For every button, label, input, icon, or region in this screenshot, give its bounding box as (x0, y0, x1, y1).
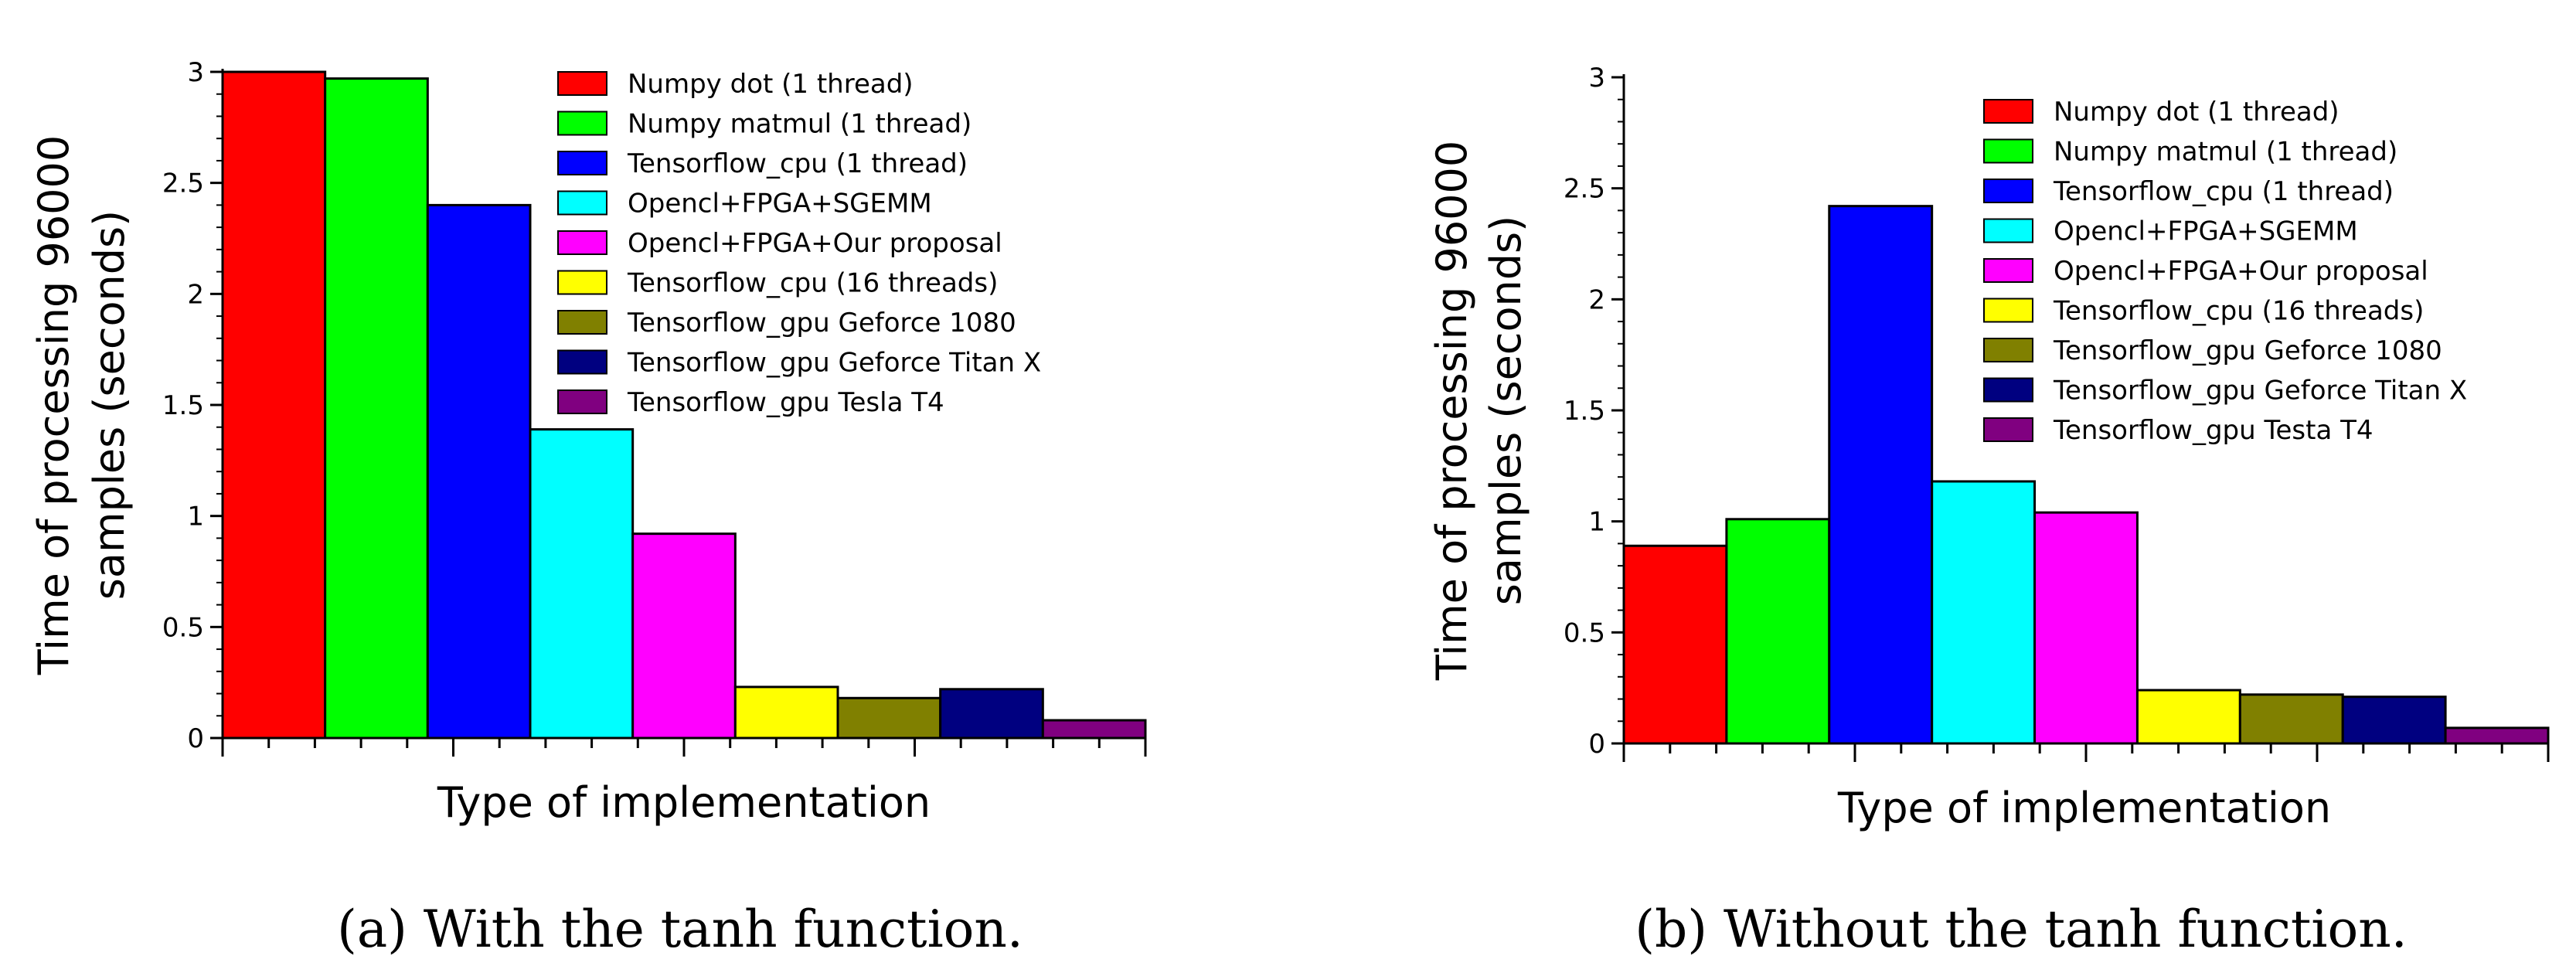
bar (1725, 518, 1831, 745)
bar (2444, 726, 2550, 745)
bar (324, 77, 429, 740)
y-tick-label: 0.5 (1564, 617, 1605, 648)
caption-letter: (a) (337, 900, 407, 959)
y-tick-label: 2.5 (162, 168, 204, 199)
legend-label: Tensorflow_gpu Geforce 1080 (2053, 335, 2442, 366)
chart-a: 0 0.5 1 1.5 2 2.5 3 Type of implementation Time … (29, 57, 1147, 959)
legend-swatch (1983, 338, 2033, 362)
legend-swatch (557, 389, 607, 414)
legend-label: Numpy dot (1 thread) (2054, 97, 2339, 128)
legend-swatch (557, 151, 607, 175)
legend-swatch (557, 349, 607, 375)
legend-label: Opencl+FPGA+SGEMM (2054, 216, 2358, 247)
bar (1931, 480, 2037, 745)
y-axis-label-line1: Time of processing 96000 (1428, 141, 1476, 682)
chart-b: 0 0.5 1 1.5 2 2.5 3 Type of implementation Time … (1428, 63, 2550, 959)
legend-swatch (1983, 218, 2033, 243)
legend-swatch (1983, 298, 2033, 323)
legend-label: Numpy matmul (1 thread) (628, 109, 972, 140)
legend-label: Numpy matmul (1 thread) (2054, 137, 2397, 168)
bar (529, 428, 635, 740)
legend-swatch (557, 270, 607, 295)
bar (2135, 689, 2241, 745)
legend-label: Opencl+FPGA+Our proposal (2054, 256, 2428, 287)
x-axis-label: Type of implementation (1837, 784, 2331, 832)
y-tick-label: 1 (1588, 507, 1605, 538)
y-tick-label: 2.5 (1564, 174, 1605, 205)
y-tick-label: 0 (187, 723, 204, 754)
bar (836, 696, 942, 740)
y-tick-label: 3 (187, 57, 204, 88)
legend-label: Tensorflow_gpu Testa T4 (2053, 415, 2374, 446)
bar (1622, 544, 1728, 745)
y-axis-label-line1: Time of processing 96000 (29, 135, 78, 676)
bar (2341, 696, 2447, 745)
y-axis-label-line2: samples (seconds) (85, 210, 134, 600)
bar (1041, 719, 1147, 740)
bar (221, 70, 327, 740)
legend-label: Opencl+FPGA+Our proposal (628, 228, 1002, 259)
legend-swatch (1983, 377, 2033, 403)
y-tick-label: 2 (1588, 284, 1605, 315)
legend-label: Numpy dot (1 thread) (628, 69, 914, 100)
y-tick-label: 2 (187, 279, 204, 310)
y-tick-label: 0.5 (162, 612, 204, 643)
bar (733, 685, 839, 740)
legend-label: Tensorflow_cpu (1 thread) (627, 148, 968, 179)
legend-label: Tensorflow_cpu (16 threads) (627, 268, 998, 299)
legend-swatch (557, 230, 607, 255)
legend-label: Tensorflow_gpu Geforce 1080 (627, 308, 1016, 338)
legend-label: Tensorflow_gpu Geforce Titan X (2053, 376, 2467, 406)
caption-text: With the tanh function. (407, 900, 1023, 959)
legend-swatch (1983, 179, 2033, 203)
y-axis-label-line2: samples (seconds) (1482, 216, 1530, 605)
legend-label: Tensorflow_cpu (16 threads) (2053, 296, 2424, 327)
legend-label: Opencl+FPGA+SGEMM (628, 189, 932, 219)
legend-swatch (557, 190, 607, 216)
y-tick-label: 1.5 (1564, 396, 1605, 427)
y-tick-label: 1 (187, 502, 204, 532)
bar (2238, 693, 2344, 745)
bar (939, 688, 1044, 740)
caption: (b) Without the tanh function. (1635, 900, 2407, 959)
legend-swatch (1983, 258, 2033, 283)
y-tick-label: 0 (1588, 729, 1605, 760)
legend-swatch (557, 71, 607, 96)
legend-swatch (557, 111, 607, 136)
bar (1828, 205, 1934, 745)
x-axis-label: Type of implementation (437, 778, 931, 827)
caption: (a) With the tanh function. (337, 900, 1023, 959)
y-tick-label: 3 (1588, 63, 1605, 94)
bar (631, 532, 737, 740)
bar (2033, 511, 2139, 745)
legend-swatch (1983, 417, 2033, 442)
legend-swatch (557, 310, 607, 335)
legend-swatch (1983, 99, 2033, 124)
legend-label: Tensorflow_cpu (1 thread) (2053, 176, 2394, 207)
y-tick-label: 1.5 (162, 390, 204, 421)
bar (426, 203, 532, 740)
caption-letter: (b) (1635, 900, 1707, 959)
legend-label: Tensorflow_gpu Geforce Titan X (627, 348, 1041, 379)
caption-text: Without the tanh function. (1707, 900, 2408, 959)
legend-swatch (1983, 138, 2033, 164)
legend-label: Tensorflow_gpu Tesla T4 (627, 387, 944, 418)
